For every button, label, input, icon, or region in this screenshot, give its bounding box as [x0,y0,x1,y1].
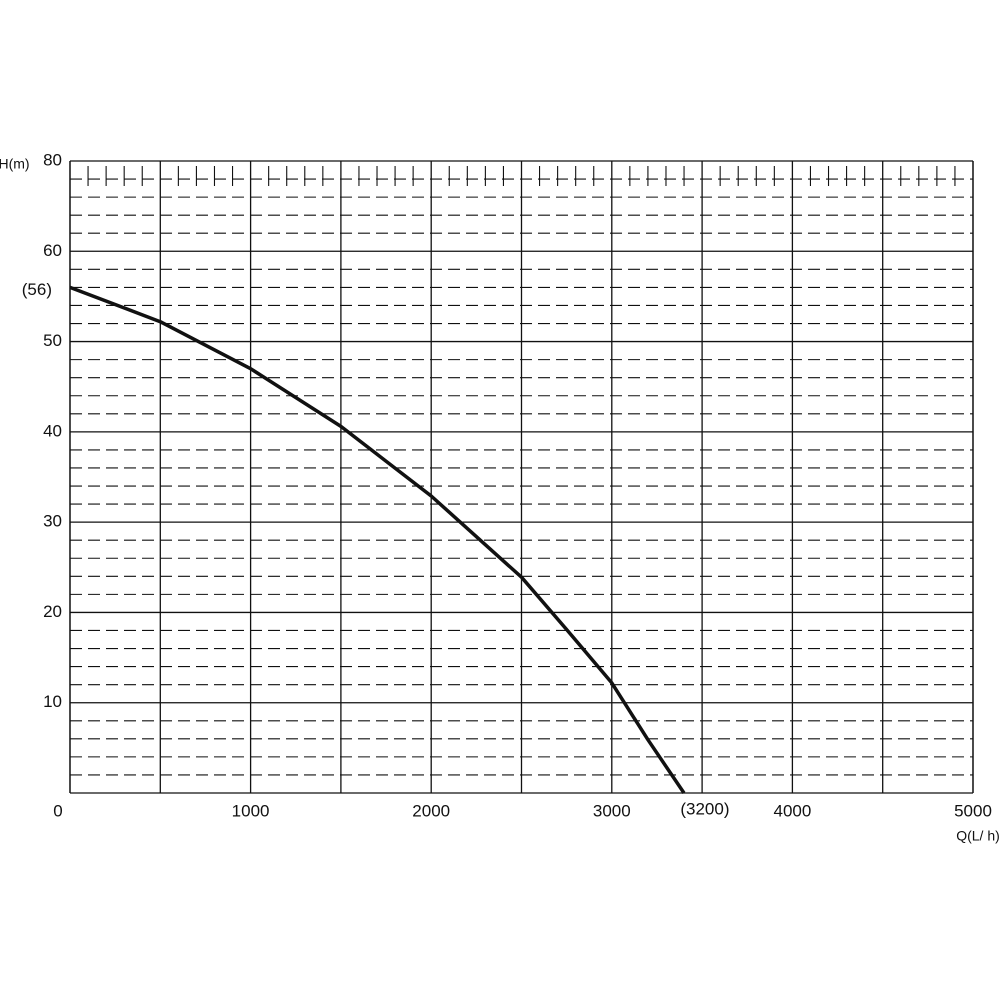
annotation: (3200) [680,799,729,818]
y-tick-label: 20 [43,602,62,621]
y-tick-label: 30 [43,512,62,531]
x-tick-label: 2000 [412,801,450,820]
x-tick-label: 1000 [232,801,270,820]
y-axis-title: H(m) [0,156,30,172]
annotation: (56) [22,280,52,299]
x-tick-label: 3000 [593,801,631,820]
pump-curve [69,285,686,794]
x-tick-label: 5000 [954,801,992,820]
y-tick-label: 80 [43,150,62,169]
x-axis-title: Q(L/ h) [956,828,1000,844]
y-tick-label: 50 [43,331,62,350]
x-tick-label: 4000 [773,801,811,820]
x-tick-label: 0 [53,801,62,820]
y-tick-label: 40 [43,421,62,440]
y-tick-label: 60 [43,241,62,260]
y-tick-label: 10 [43,692,62,711]
